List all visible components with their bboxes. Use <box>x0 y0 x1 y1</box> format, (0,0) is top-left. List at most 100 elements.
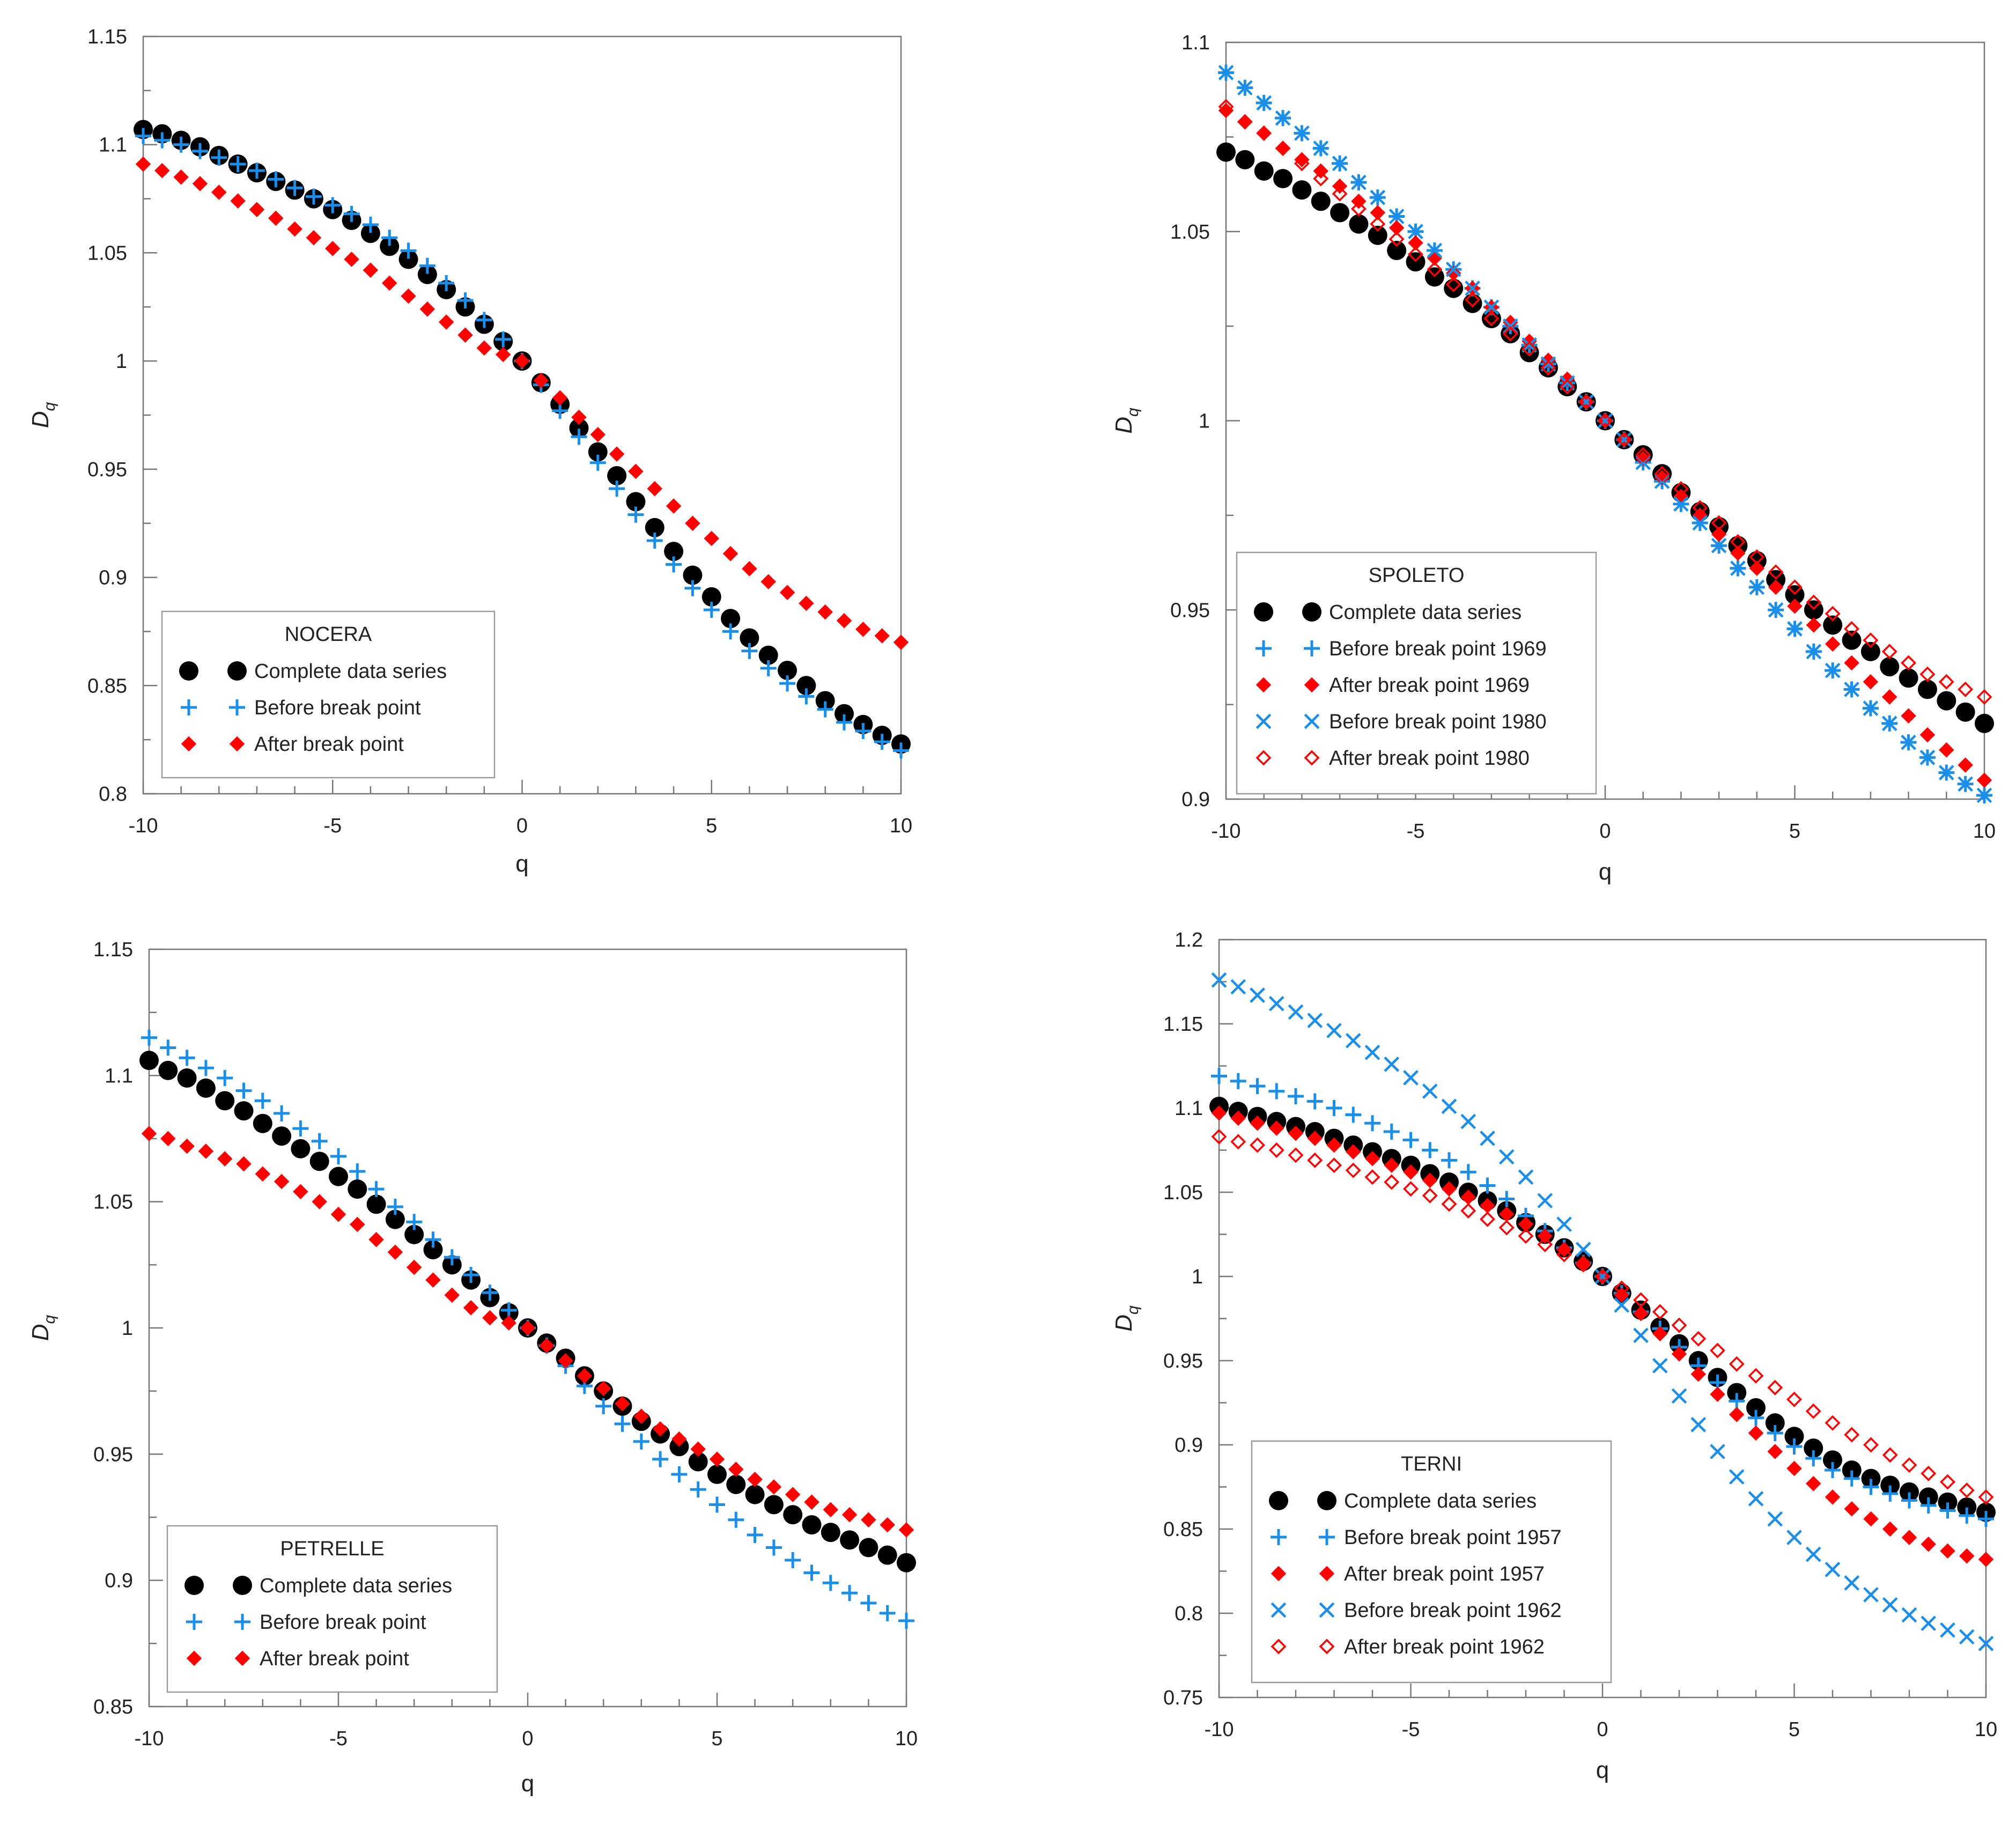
data-point <box>1288 1125 1304 1141</box>
y-tick-label: 1.05 <box>93 1191 133 1214</box>
y-axis-title: Dq <box>1111 1305 1142 1332</box>
legend-item: Before break point <box>181 697 421 719</box>
data-point <box>701 587 721 607</box>
data-point <box>785 1487 801 1502</box>
data-point <box>539 1338 555 1354</box>
data-point <box>1825 636 1841 652</box>
y-tick-label: 0.95 <box>1163 1350 1203 1372</box>
legend-marker <box>229 736 245 752</box>
data-point <box>438 275 455 291</box>
data-point <box>1230 979 1246 995</box>
series-after-break-point-1980 <box>1218 99 1992 705</box>
data-point <box>1901 1607 1917 1623</box>
data-point <box>1503 314 1518 330</box>
legend-marker <box>1319 1602 1335 1618</box>
data-point <box>404 1224 424 1244</box>
data-point <box>1307 1152 1323 1168</box>
data-point <box>476 312 492 328</box>
data-point <box>1483 299 1500 315</box>
data-point <box>1364 1115 1380 1132</box>
data-point <box>1479 1177 1496 1194</box>
data-point <box>1346 1144 1361 1160</box>
legend-marker <box>234 1614 250 1630</box>
data-point <box>520 1320 536 1336</box>
data-point <box>196 1078 216 1098</box>
legend-item: After break point 1969 <box>1256 674 1530 697</box>
data-point <box>874 628 890 644</box>
data-point <box>1480 1131 1495 1146</box>
data-point <box>1899 668 1918 688</box>
data-point <box>1350 201 1367 217</box>
legend-marker <box>1304 750 1320 766</box>
data-point <box>859 1538 878 1557</box>
data-point <box>633 1408 649 1424</box>
legend-marker <box>181 736 197 752</box>
data-point <box>1288 1147 1304 1163</box>
data-point <box>1498 1220 1515 1236</box>
data-point <box>160 1131 176 1147</box>
data-point <box>305 188 322 205</box>
legend-item: Before break point 1957 <box>1271 1526 1562 1549</box>
data-point <box>1250 1137 1265 1153</box>
y-axis-title-subscript: q <box>41 1315 58 1324</box>
y-axis-title: Dq <box>1111 408 1142 434</box>
data-point <box>1917 680 1937 699</box>
data-point <box>633 1433 649 1450</box>
data-point <box>1597 413 1613 429</box>
data-point <box>211 184 227 200</box>
legend: NOCERA Complete data series Before break p… <box>161 610 496 779</box>
data-point <box>1746 1398 1766 1417</box>
data-point <box>179 1050 195 1066</box>
data-point <box>1422 1083 1438 1099</box>
data-point <box>1900 1482 1919 1502</box>
data-point <box>1499 1206 1515 1222</box>
data-point <box>1844 1501 1859 1517</box>
data-point <box>1441 1196 1457 1212</box>
data-point <box>1237 80 1253 96</box>
data-point <box>1345 1033 1361 1049</box>
data-point <box>647 481 663 497</box>
data-point <box>1730 545 1746 561</box>
data-point <box>877 1545 897 1565</box>
data-point <box>722 623 739 640</box>
data-point <box>1710 1386 1725 1402</box>
data-point <box>1294 125 1310 141</box>
y-tick-label: 0.8 <box>99 783 127 806</box>
legend-marker <box>1256 750 1272 766</box>
data-point <box>1976 689 1992 705</box>
data-point <box>897 1553 916 1572</box>
data-point <box>1652 1326 1668 1342</box>
data-point <box>362 216 379 233</box>
data-point <box>1268 995 1284 1012</box>
data-point <box>1211 972 1227 988</box>
data-point <box>626 492 646 512</box>
data-point <box>400 242 417 259</box>
data-point <box>1250 1116 1265 1131</box>
data-point <box>1844 655 1859 671</box>
legend-marker <box>179 661 198 681</box>
data-point <box>1387 241 1407 261</box>
legend-label: Before break point 1969 <box>1329 638 1547 660</box>
data-point <box>1614 1297 1630 1313</box>
data-point <box>406 1214 423 1230</box>
data-point <box>1635 447 1651 463</box>
data-point <box>802 1515 822 1535</box>
data-point <box>1825 1562 1841 1577</box>
y-tick-label: 1.15 <box>93 939 133 961</box>
data-point <box>311 1133 328 1149</box>
legend-box <box>1251 1440 1612 1684</box>
data-point <box>758 645 778 665</box>
legend-box <box>161 610 496 779</box>
y-tick-label: 1.1 <box>99 134 127 157</box>
data-point <box>1518 1216 1534 1232</box>
data-point <box>1920 1497 1937 1514</box>
data-point <box>855 622 871 637</box>
legend: SPOLETO Complete data series Before break … <box>1236 551 1597 795</box>
data-point <box>514 353 530 369</box>
x-tick-label: -5 <box>323 815 342 837</box>
legend-marker <box>233 1576 252 1595</box>
data-point <box>1313 171 1329 187</box>
data-point <box>1863 1479 1879 1495</box>
data-point <box>444 1287 460 1303</box>
